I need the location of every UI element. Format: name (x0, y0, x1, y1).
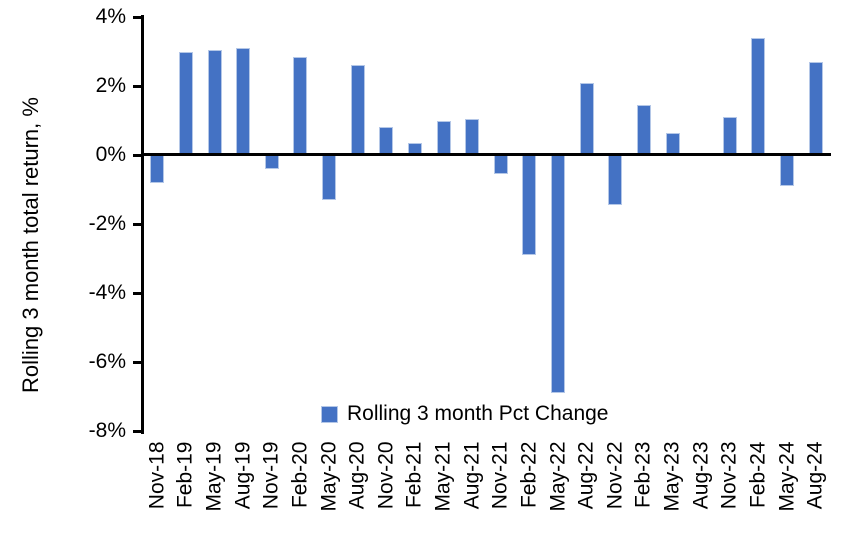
x-axis-tick-label: Feb-19 (173, 441, 197, 508)
bar (722, 117, 737, 155)
x-axis-tick-label: Aug-23 (689, 441, 713, 509)
y-axis-tick-label: -6% (88, 350, 126, 373)
x-axis-tick-label: Nov-19 (259, 441, 283, 509)
bar (608, 155, 623, 206)
x-axis-tick-label: Feb-22 (517, 441, 541, 508)
x-axis-tick-label: May-20 (317, 441, 341, 512)
bar (350, 65, 365, 155)
x-axis-tick-label: May-24 (775, 441, 799, 512)
bar (636, 104, 651, 155)
bar (522, 155, 537, 256)
zero-baseline (141, 153, 831, 156)
bar (264, 155, 279, 169)
bar (551, 155, 566, 394)
bar (236, 48, 251, 155)
bar (207, 49, 222, 155)
y-axis-tick-mark (133, 360, 143, 364)
x-axis-tick-label: Feb-23 (631, 441, 655, 508)
y-axis-tick-label: 4% (95, 5, 126, 28)
bar (322, 155, 337, 200)
x-axis-tick-label: Aug-19 (231, 441, 255, 509)
bar (780, 155, 795, 187)
y-axis-tick-label: 2% (95, 74, 126, 97)
x-axis-tick-label: Feb-21 (402, 441, 426, 508)
bar (293, 56, 308, 155)
x-axis-tick-label: Nov-22 (603, 441, 627, 509)
y-axis-title: Rolling 3 month total return, % (18, 97, 43, 393)
bar (579, 82, 594, 155)
x-axis-tick-label: Aug-24 (803, 441, 827, 509)
y-axis-tick-mark (133, 153, 143, 157)
x-axis-tick-label: May-22 (546, 441, 570, 512)
y-axis-tick-label: -8% (88, 419, 126, 442)
x-axis-tick-label: May-19 (202, 441, 226, 512)
x-axis-tick-label: Feb-20 (288, 441, 312, 508)
y-axis-tick-mark (133, 15, 143, 19)
bar (465, 118, 480, 155)
y-axis-tick-mark (133, 291, 143, 295)
x-axis-tick-label: Nov-20 (374, 441, 398, 509)
legend: Rolling 3 month Pct Change (321, 402, 609, 426)
y-axis-tick-label: 0% (95, 143, 126, 166)
x-axis-tick-label: Nov-23 (717, 441, 741, 509)
bar (178, 51, 193, 155)
legend-label: Rolling 3 month Pct Change (347, 402, 609, 425)
x-axis-tick-label: Aug-21 (460, 441, 484, 509)
x-axis-tick-label: Nov-18 (145, 441, 169, 509)
y-axis-tick-label: -2% (88, 212, 126, 235)
bar (751, 37, 766, 155)
legend-marker-square (321, 405, 338, 423)
x-axis-tick-label: Feb-24 (746, 441, 770, 508)
bar (436, 120, 451, 155)
bar (150, 155, 165, 183)
x-axis-tick-label: May-23 (660, 441, 684, 512)
x-axis-tick-label: Nov-21 (488, 441, 512, 509)
x-axis-tick-label: Aug-22 (574, 441, 598, 509)
y-axis-tick-mark (133, 222, 143, 226)
y-axis-tick-mark (133, 84, 143, 88)
bar (665, 132, 680, 155)
y-axis-tick-mark (133, 429, 143, 433)
x-axis-tick-label: May-21 (431, 441, 455, 512)
x-axis-tick-label: Aug-20 (345, 441, 369, 509)
y-axis-tick-label: -4% (88, 281, 126, 304)
bar (808, 61, 823, 155)
bar (493, 155, 508, 174)
bar (379, 127, 394, 155)
